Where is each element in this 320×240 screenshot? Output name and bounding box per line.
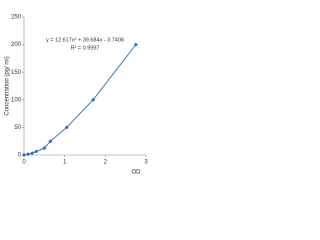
data-point	[48, 139, 53, 144]
x-axis-label: OD	[132, 170, 142, 176]
y-axis-label: Concentration (pg/ ml)	[5, 56, 11, 115]
y-tick-label: 100	[11, 97, 22, 103]
x-tick-label: 2	[104, 160, 108, 166]
data-point	[64, 125, 69, 130]
data-point	[30, 151, 35, 156]
data-point	[42, 146, 47, 151]
y-tick-label: 150	[11, 70, 22, 76]
y-tick-label: 200	[11, 42, 22, 48]
y-tick-label: 250	[11, 15, 22, 21]
data-point	[133, 42, 138, 47]
background	[0, 0, 152, 190]
y-tick-label: 0	[18, 153, 22, 159]
x-tick-label: 0	[22, 160, 26, 166]
chart: Concentration (pg/ ml) OD y = 12.617x² +…	[0, 0, 152, 190]
data-point	[26, 152, 31, 157]
data-point	[22, 153, 26, 157]
r-squared: R² = 0.9997	[71, 45, 100, 51]
data-point	[91, 97, 96, 102]
x-tick-label: 1	[63, 160, 67, 166]
y-tick-label: 50	[14, 125, 21, 131]
x-tick-label: 3	[144, 160, 148, 166]
data-point	[34, 149, 39, 154]
equation: y = 12.617x² + 39.684x - 3.7408	[46, 37, 124, 43]
